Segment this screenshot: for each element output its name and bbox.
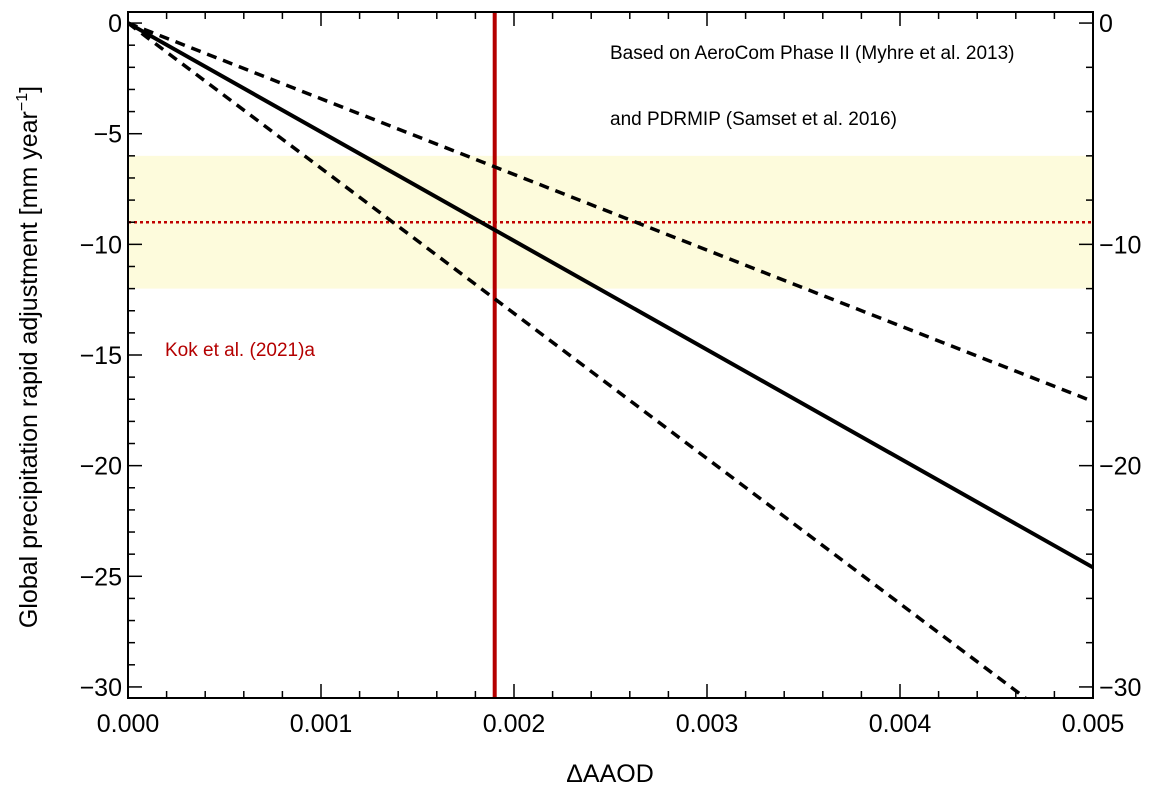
y-axis-title: Global precipitation rapid adjustment [m… xyxy=(14,86,43,628)
y-tick-label-left: −15 xyxy=(80,342,122,370)
x-axis-title: ΔAAOD xyxy=(566,760,654,787)
y-tick-label-right: −30 xyxy=(1099,674,1141,702)
y-tick-label-left: −5 xyxy=(93,121,122,149)
annotation-pdrmip: and PDRMIP (Samset et al. 2016) xyxy=(610,109,897,130)
y-tick-label-left: −10 xyxy=(80,231,122,259)
annotation-aerocom: Based on AeroCom Phase II (Myhre et al. … xyxy=(610,43,1015,64)
y-tick-label-left: −25 xyxy=(80,563,122,591)
y-tick-label-left: 0 xyxy=(108,10,122,38)
x-tick-label: 0.002 xyxy=(483,710,546,738)
annotation-kok: Kok et al. (2021)a xyxy=(165,340,315,361)
y-tick-label-right: 0 xyxy=(1099,10,1113,38)
y-axis-title-close: ] xyxy=(15,86,43,93)
x-tick-label: 0.003 xyxy=(676,710,739,738)
y-axis-title-superscript: −1 xyxy=(14,93,31,111)
x-tick-label: 0.000 xyxy=(97,710,160,738)
y-tick-label-left: −20 xyxy=(80,453,122,481)
x-tick-label: 0.004 xyxy=(869,710,932,738)
y-tick-label-right: −10 xyxy=(1099,231,1141,259)
y-tick-label-right: −20 xyxy=(1099,453,1141,481)
y-axis-title-main: Global precipitation rapid adjustment [m… xyxy=(15,111,43,628)
x-tick-label: 0.001 xyxy=(290,710,353,738)
y-tick-label-left: −30 xyxy=(80,674,122,702)
series-line-0 xyxy=(128,23,1093,567)
x-tick-label: 0.005 xyxy=(1062,710,1125,738)
